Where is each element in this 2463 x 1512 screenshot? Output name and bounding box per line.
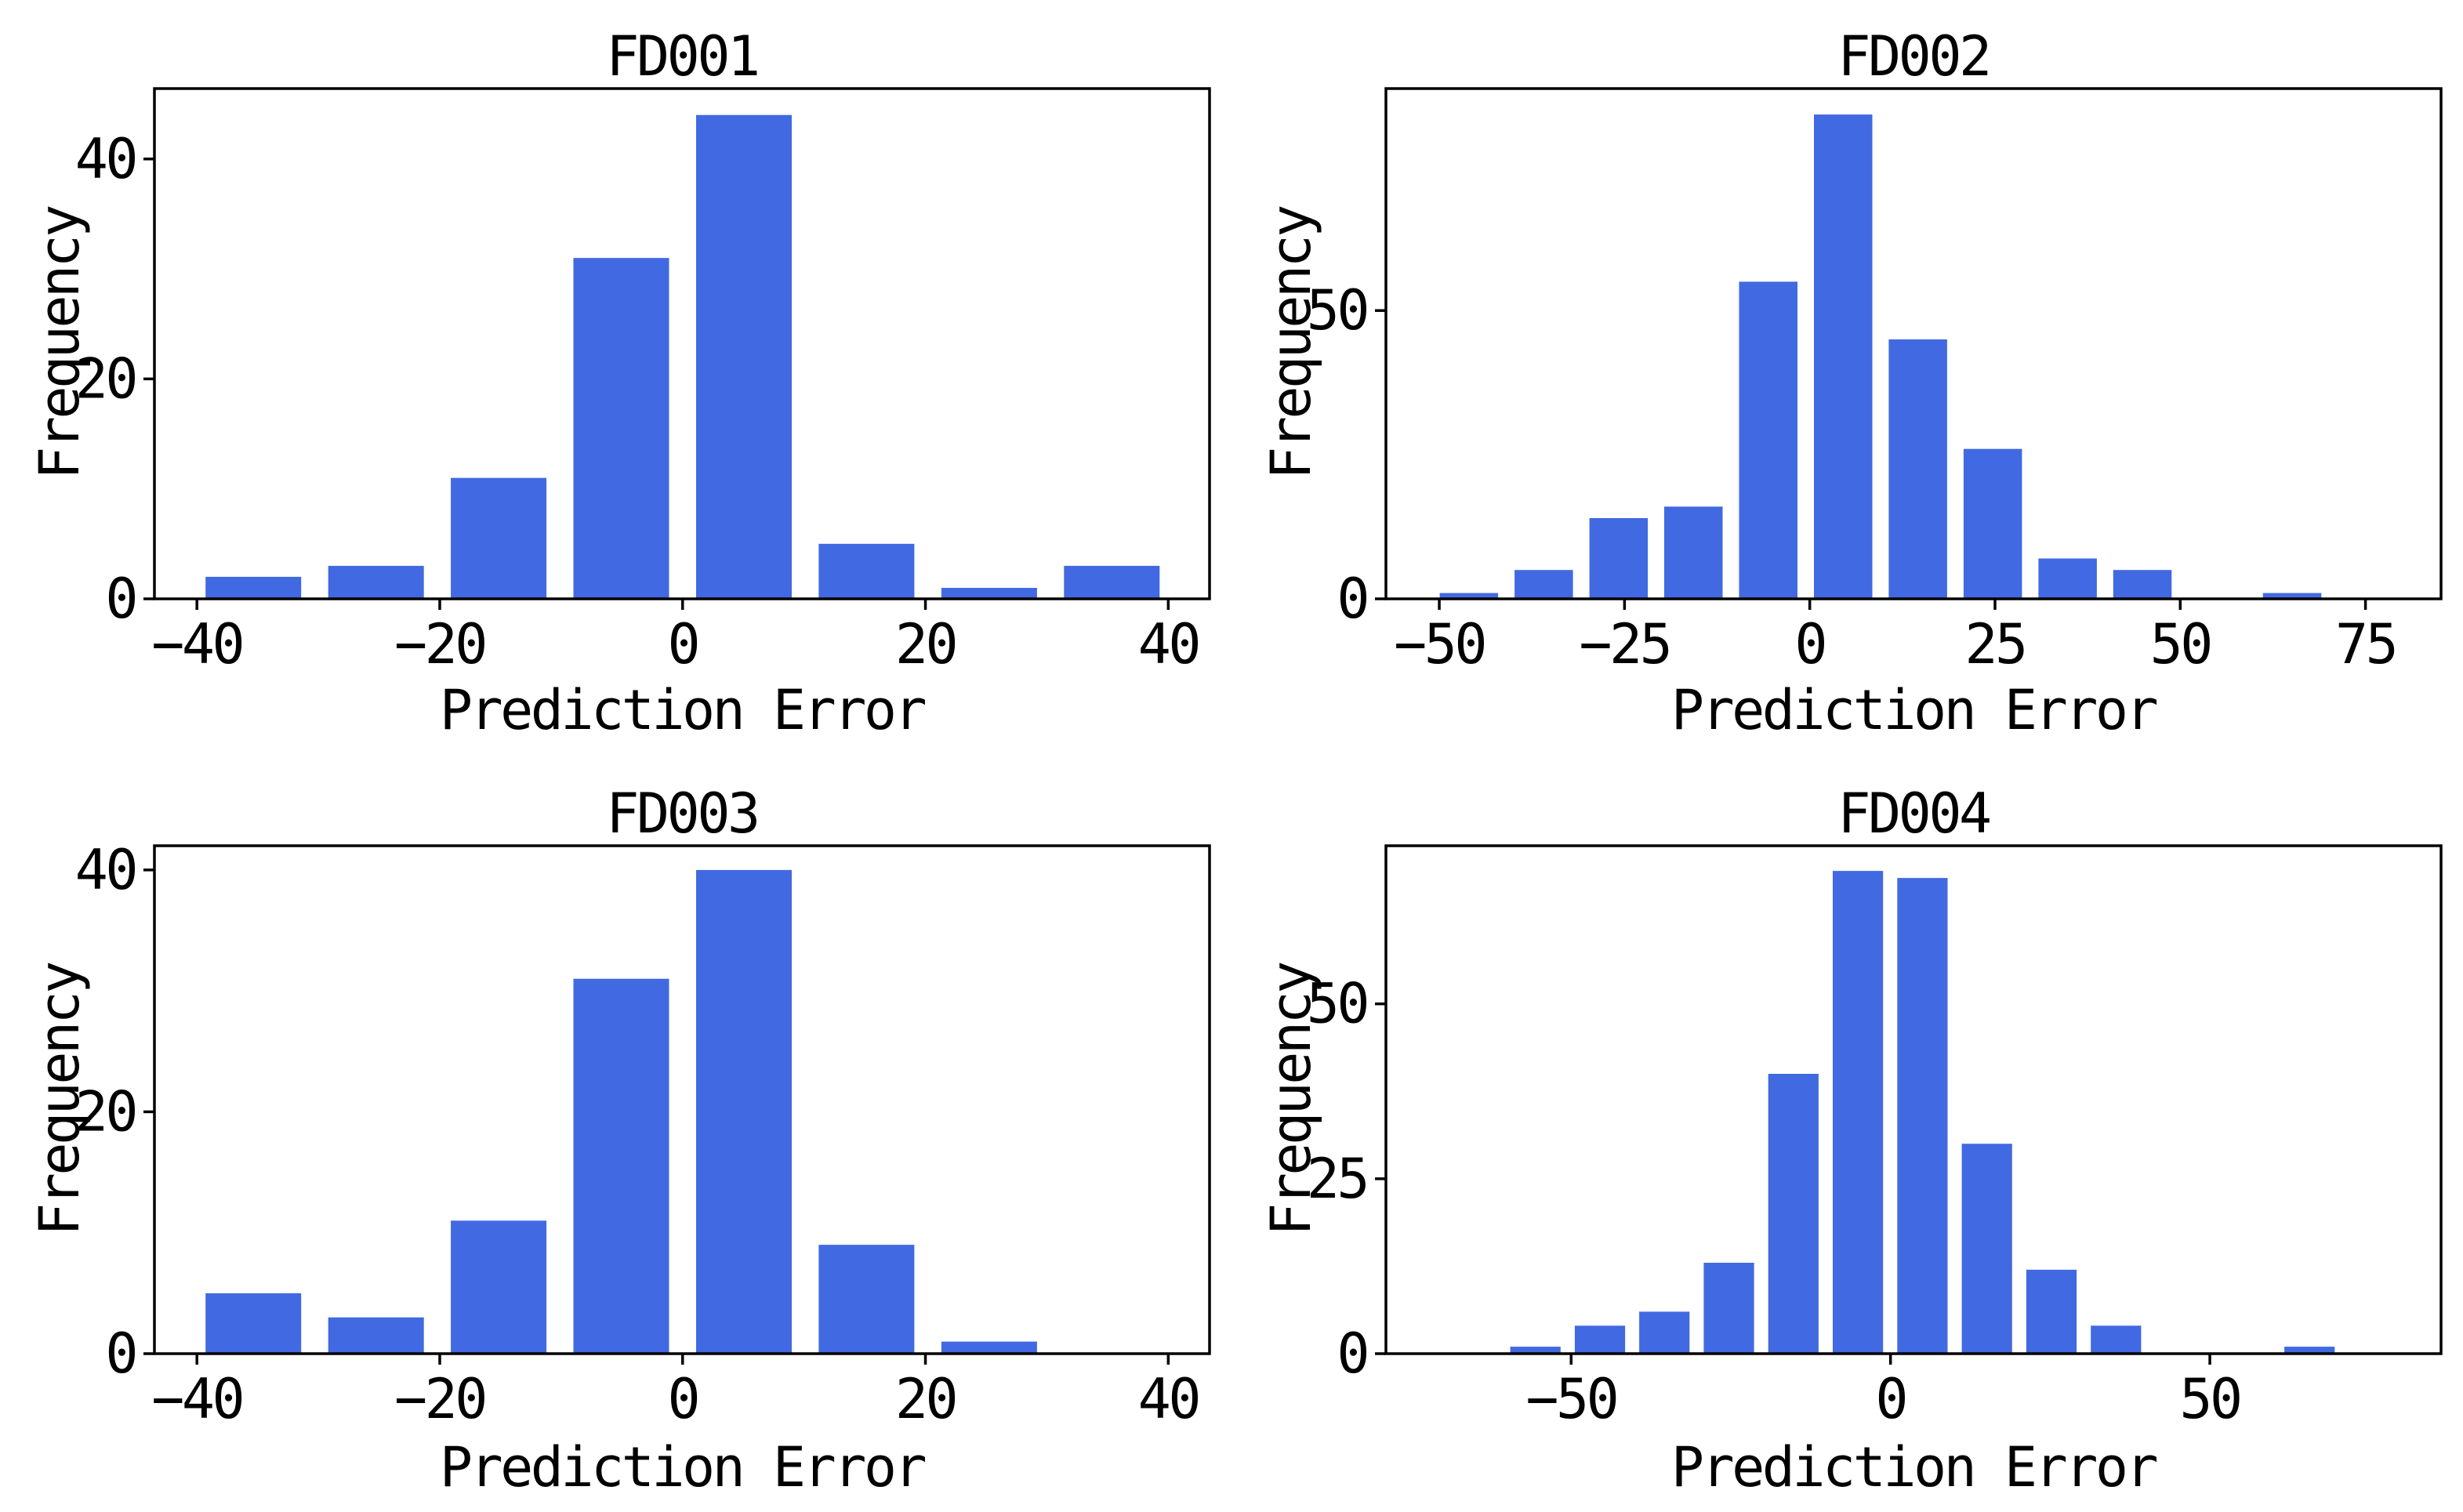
y-tick-label: 50 <box>1307 278 1367 343</box>
histogram-bar <box>1664 506 1723 599</box>
histogram-bar <box>818 1245 915 1354</box>
labels-layer: FD001 FD002 FD003 FD004 Prediction Error… <box>27 24 2160 1499</box>
panel-fd002: −50 −25 0 25 50 75 0 50 <box>1307 87 2443 676</box>
x-tick-label: 20 <box>895 1367 956 1431</box>
x-tick-label: 50 <box>2150 612 2211 676</box>
histogram-bar <box>1510 1347 1561 1354</box>
x-tick-label: 75 <box>2335 612 2396 676</box>
histogram-bar <box>1963 448 2022 599</box>
y-axis-label-fd004: Frequency <box>1259 963 1323 1236</box>
panel-fd004: −50 0 50 0 25 50 <box>1307 844 2443 1431</box>
histogram-bar <box>1589 518 1649 599</box>
y-tick-label: 40 <box>75 127 136 191</box>
histogram-bar <box>2091 1325 2142 1354</box>
x-tick-label: 25 <box>1964 612 2025 676</box>
x-tick-label: 0 <box>1875 1367 1906 1431</box>
histogram-bar <box>1739 281 1797 599</box>
histogram-bar <box>1833 871 1884 1354</box>
histogram-bar <box>2113 570 2172 599</box>
x-tick-label: 0 <box>1794 612 1825 676</box>
histogram-bar <box>1897 878 1948 1354</box>
histogram-bar <box>696 114 792 599</box>
panel-fd003: −40 −20 0 20 40 0 20 40 <box>75 838 1211 1431</box>
histogram-bar <box>328 1317 424 1354</box>
x-tick-label: 50 <box>2179 1367 2240 1431</box>
histogram-bar <box>1064 565 1160 599</box>
plots-layer: −40 −20 0 20 40 0 20 40 −50 −25 0 25 50 75 0 50 −40 −20 0 2… <box>75 87 2443 1431</box>
x-tick-label: −20 <box>394 1367 485 1431</box>
panel-title-fd002: FD002 <box>1837 24 1989 89</box>
y-axis-label-fd001: Frequency <box>27 206 92 480</box>
x-tick-label: 0 <box>667 612 698 676</box>
x-tick-label: −40 <box>151 1367 242 1431</box>
histogram-bar <box>573 258 669 599</box>
y-axis-label-fd003: Frequency <box>27 963 92 1236</box>
histogram-bar <box>1888 339 1947 599</box>
y-tick-label: 20 <box>75 1079 136 1144</box>
plot-border <box>1384 844 2443 1355</box>
x-tick-label: 40 <box>1138 612 1199 676</box>
histogram-bar <box>205 1293 302 1354</box>
histogram-bar <box>2284 1347 2335 1354</box>
panel-fd001: −40 −20 0 20 40 0 20 40 <box>75 87 1211 676</box>
histogram-bar <box>941 588 1037 599</box>
plot-border <box>1384 87 2443 600</box>
histogram-bar <box>1439 593 1499 599</box>
y-tick-label: 0 <box>1337 1322 1367 1386</box>
plot-border <box>153 844 1211 1355</box>
x-tick-label: −50 <box>1394 612 1485 676</box>
x-axis-label-fd004: Prediction Error <box>1671 1435 2157 1499</box>
x-axis-label-fd003: Prediction Error <box>440 1435 926 1499</box>
y-tick-label: 20 <box>75 346 136 411</box>
histogram-bar <box>573 978 669 1354</box>
histogram-bar <box>451 477 547 599</box>
histogram-bar <box>2262 593 2322 599</box>
x-tick-label: 20 <box>895 612 956 676</box>
histogram-bar <box>2026 1269 2077 1354</box>
x-axis-label-fd001: Prediction Error <box>440 678 926 742</box>
x-tick-label: −25 <box>1579 612 1670 676</box>
histogram-bar <box>1639 1311 1690 1354</box>
y-tick-label: 0 <box>105 1322 136 1386</box>
histogram-bar <box>1574 1325 1626 1354</box>
y-tick-label: 25 <box>1307 1147 1367 1211</box>
y-tick-label: 40 <box>75 838 136 902</box>
histogram-bar <box>2038 558 2097 599</box>
histogram-bar <box>1514 570 1573 599</box>
panel-title-fd003: FD003 <box>606 781 757 846</box>
histogram-bar <box>696 869 792 1354</box>
x-tick-label: −20 <box>394 612 485 676</box>
x-tick-label: 40 <box>1138 1367 1199 1431</box>
x-axis-label-fd002: Prediction Error <box>1671 678 2157 742</box>
x-tick-label: −50 <box>1525 1367 1616 1431</box>
plot-border <box>153 87 1211 600</box>
histogram-bar <box>941 1341 1037 1354</box>
histogram-bar <box>328 565 424 599</box>
y-tick-label: 0 <box>105 567 136 631</box>
histogram-bar <box>1814 114 1873 600</box>
y-tick-label: 50 <box>1307 972 1367 1036</box>
y-tick-label: 0 <box>1337 567 1367 631</box>
x-tick-label: 0 <box>667 1367 698 1431</box>
panel-title-fd001: FD001 <box>606 24 757 89</box>
y-axis-label-fd002: Frequency <box>1259 206 1323 480</box>
x-tick-label: −40 <box>151 612 242 676</box>
histogram-bar <box>205 576 302 599</box>
histogram-bar <box>1961 1144 2012 1354</box>
histogram-bar <box>818 543 915 599</box>
histogram-bar <box>451 1220 547 1354</box>
histogram-bar <box>1768 1074 1819 1354</box>
histogram-bar <box>1703 1263 1754 1354</box>
panel-title-fd004: FD004 <box>1837 781 1990 846</box>
